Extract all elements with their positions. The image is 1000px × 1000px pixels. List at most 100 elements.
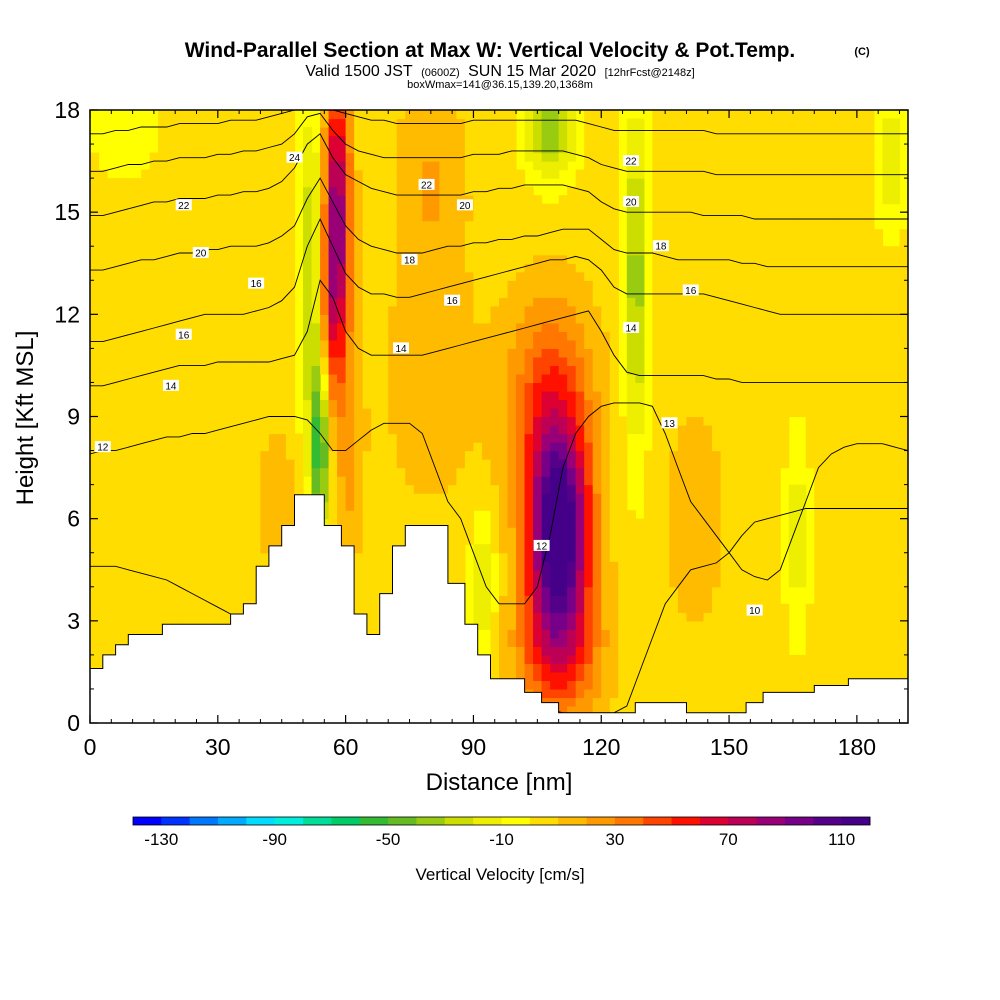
velocity-cell [311, 450, 321, 460]
velocity-cell [98, 425, 108, 435]
velocity-cell [371, 535, 381, 545]
velocity-cell [175, 314, 185, 324]
velocity-cell [430, 186, 440, 196]
velocity-cell [234, 373, 244, 384]
velocity-cell [601, 280, 611, 290]
velocity-cell [660, 314, 671, 324]
velocity-cell [601, 459, 611, 469]
velocity-cell [635, 629, 645, 639]
velocity-cell [217, 561, 227, 571]
velocity-cell [609, 484, 619, 494]
velocity-cell [541, 493, 551, 503]
velocity-cell [430, 271, 440, 281]
velocity-cell [499, 527, 509, 537]
velocity-cell [345, 178, 355, 188]
velocity-cell [422, 459, 432, 469]
velocity-cell [371, 629, 381, 639]
velocity-cell [694, 127, 705, 137]
velocity-cell [558, 135, 568, 145]
velocity-cell [660, 450, 671, 460]
velocity-cell [90, 527, 100, 537]
velocity-cell [337, 169, 347, 179]
velocity-cell [132, 561, 142, 571]
velocity-cell [166, 407, 176, 418]
velocity-cell [251, 467, 262, 477]
velocity-cell [686, 442, 696, 452]
velocity-cell [260, 535, 270, 545]
velocity-cell [507, 178, 517, 188]
velocity-cell [533, 331, 543, 341]
velocity-cell [694, 620, 705, 630]
velocity-cell [430, 118, 440, 128]
velocity-cell [371, 169, 381, 179]
velocity-cell [669, 646, 679, 656]
velocity-cell [447, 254, 457, 264]
velocity-cell [183, 510, 193, 520]
velocity-cell [481, 433, 492, 443]
velocity-cell [277, 450, 287, 460]
velocity-cell [618, 476, 628, 486]
velocity-cell [464, 152, 475, 162]
velocity-cell [567, 382, 577, 392]
velocity-cell [422, 484, 432, 494]
velocity-cell [660, 680, 671, 690]
velocity-cell [618, 697, 628, 707]
velocity-cell [686, 237, 696, 247]
velocity-cell [584, 263, 594, 273]
velocity-cell [251, 527, 262, 537]
velocity-cell [379, 552, 389, 562]
velocity-cell [158, 493, 168, 503]
velocity-cell [226, 382, 236, 392]
velocity-cell [371, 195, 381, 205]
velocity-cell [354, 484, 364, 494]
velocity-cell [575, 629, 585, 639]
velocity-cell [558, 305, 568, 315]
velocity-cell [192, 152, 202, 162]
velocity-cell [209, 467, 219, 477]
velocity-cell [601, 356, 611, 367]
velocity-cell [703, 663, 713, 673]
velocity-cell [584, 552, 594, 562]
velocity-cell [660, 297, 671, 307]
velocity-cell [567, 654, 577, 664]
velocity-cell [200, 186, 210, 196]
velocity-cell [660, 161, 671, 171]
velocity-cell [413, 144, 423, 154]
velocity-cell [652, 416, 662, 426]
velocity-cell [158, 527, 168, 537]
velocity-cell [550, 144, 560, 154]
velocity-cell [388, 254, 398, 264]
velocity-cell [200, 127, 210, 137]
velocity-cell [311, 152, 321, 162]
velocity-cell [533, 305, 543, 315]
velocity-cell [447, 527, 457, 537]
velocity-cell [660, 399, 671, 409]
velocity-cell [601, 297, 611, 307]
velocity-cell [192, 186, 202, 196]
velocity-cell [379, 484, 389, 494]
velocity-cell [626, 680, 636, 690]
velocity-cell [660, 339, 671, 349]
velocity-cell [635, 688, 645, 699]
velocity-cell [226, 110, 236, 120]
velocity-cell [516, 178, 526, 188]
velocity-cell [90, 322, 100, 332]
velocity-cell [175, 169, 185, 179]
velocity-cell [677, 646, 688, 656]
velocity-cell [234, 263, 244, 273]
velocity-cell [268, 348, 279, 358]
velocity-cell [686, 586, 696, 596]
velocity-cell [499, 280, 509, 290]
velocity-cell [107, 322, 117, 332]
velocity-cell [473, 237, 483, 247]
velocity-cell [703, 552, 713, 562]
velocity-cell [132, 544, 142, 554]
velocity-cell [601, 331, 611, 341]
velocity-cell [192, 416, 202, 426]
velocity-cell [345, 229, 355, 239]
velocity-cell [609, 365, 619, 375]
velocity-cell [669, 220, 679, 230]
velocity-cell [183, 152, 193, 162]
velocity-cell [507, 510, 517, 520]
velocity-cell [149, 161, 159, 171]
